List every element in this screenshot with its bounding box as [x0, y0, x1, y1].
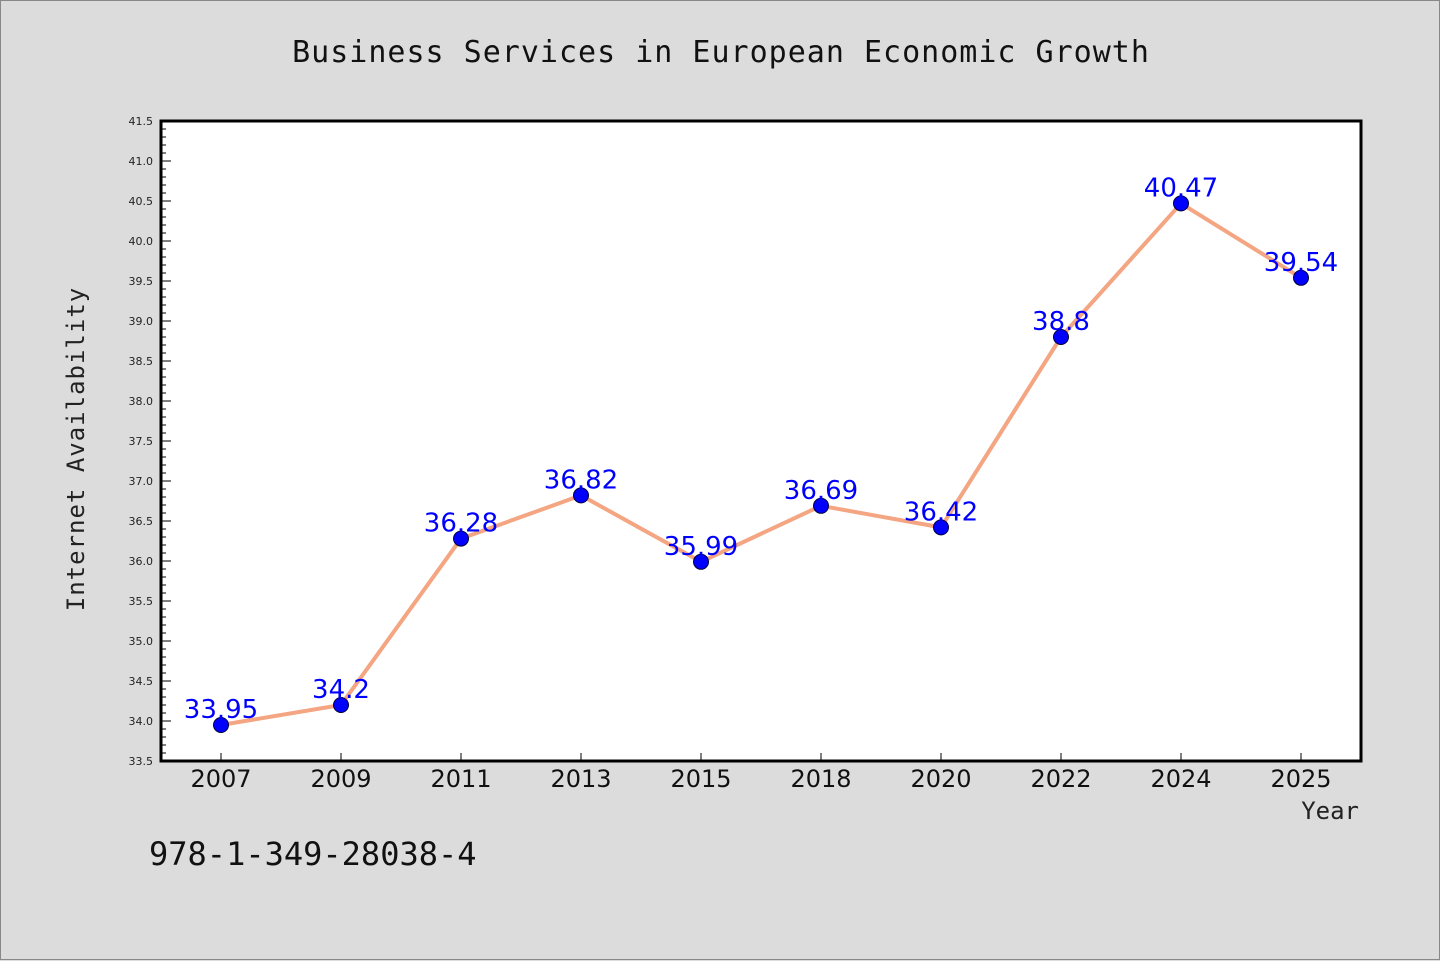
data-point — [1293, 269, 1309, 286]
y-tick-label: 40.5 — [129, 195, 154, 208]
data-label: 33.95 — [184, 695, 258, 725]
x-tick-label: 2018 — [790, 765, 851, 793]
data-label: 36.69 — [784, 476, 858, 506]
y-tick-label: 37.5 — [129, 435, 154, 448]
x-tick-label: 2022 — [1030, 765, 1091, 793]
x-tick-label: 2007 — [190, 765, 251, 793]
data-point — [693, 553, 709, 570]
data-point — [933, 519, 949, 536]
y-tick-label: 39.5 — [129, 275, 154, 288]
data-point — [333, 697, 349, 713]
series-line — [220, 201, 1303, 727]
data-point — [1173, 195, 1189, 212]
y-tick-label: 34.5 — [129, 675, 154, 688]
data-point — [453, 530, 469, 547]
data-label: 34.2 — [312, 675, 370, 705]
data-label: 36.28 — [424, 509, 498, 539]
plot-background — [161, 121, 1361, 761]
data-label: 39.54 — [1264, 248, 1338, 278]
y-tick-label: 39.0 — [129, 315, 154, 328]
y-tick-label: 35.5 — [129, 595, 154, 608]
plot-frame — [159, 119, 1363, 763]
data-label: 36.42 — [904, 497, 978, 527]
data-point — [573, 487, 589, 504]
x-tick-label: 2025 — [1270, 765, 1331, 793]
data-point — [1053, 329, 1069, 345]
y-tick-label: 40.0 — [129, 235, 154, 248]
data-point — [213, 717, 229, 733]
y-tick-label: 38.0 — [129, 395, 154, 408]
y-tick-label: 35.0 — [129, 635, 154, 648]
y-tick-label: 37.0 — [129, 475, 154, 488]
data-label: 35.99 — [664, 532, 738, 562]
x-tick-label: 2013 — [550, 765, 611, 793]
x-axis-label: Year — [1301, 797, 1359, 825]
y-tick-label: 36.0 — [129, 555, 154, 568]
y-tick-label: 41.5 — [129, 115, 154, 128]
data-label: 36.82 — [544, 465, 618, 495]
data-point — [813, 497, 829, 514]
chart-title: Business Services in European Economic G… — [292, 35, 1150, 70]
y-tick-label: 36.5 — [129, 515, 154, 528]
y-tick-label: 38.5 — [129, 355, 154, 368]
data-label: 40.47 — [1144, 173, 1218, 203]
x-tick-label: 2020 — [910, 765, 971, 793]
isbn-code: 978-1-349-28038-4 — [149, 835, 477, 873]
data-label: 38.8 — [1032, 307, 1090, 337]
y-tick-label: 34.0 — [129, 715, 154, 728]
x-tick-label: 2024 — [1150, 765, 1211, 793]
x-tick-label: 2009 — [310, 765, 371, 793]
y-tick-label: 41.0 — [129, 155, 154, 168]
x-tick-label: 2015 — [670, 765, 731, 793]
y-tick-label: 33.5 — [129, 755, 154, 768]
x-tick-label: 2011 — [430, 765, 491, 793]
